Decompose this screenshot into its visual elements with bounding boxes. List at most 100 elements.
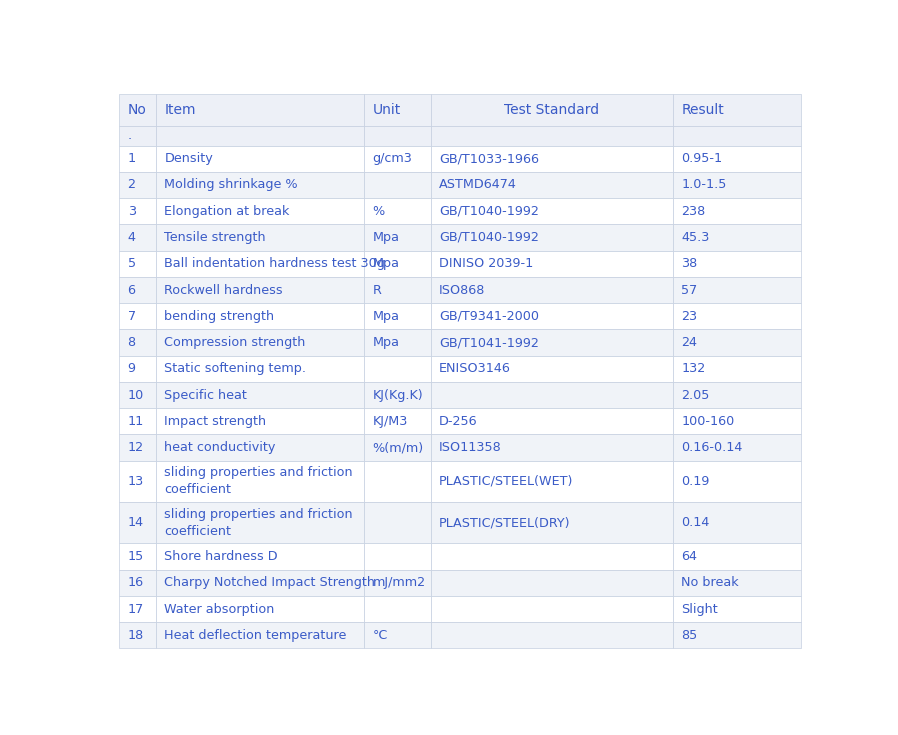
Text: KJ/M3: KJ/M3 bbox=[373, 415, 408, 428]
Bar bbox=[673, 502, 801, 543]
Text: %(m/m): %(m/m) bbox=[373, 441, 424, 454]
Bar bbox=[156, 172, 364, 198]
Text: R: R bbox=[373, 284, 382, 296]
Text: KJ(Kg.K): KJ(Kg.K) bbox=[373, 389, 423, 401]
Text: Mpa: Mpa bbox=[373, 231, 400, 244]
Bar bbox=[156, 224, 364, 251]
Bar bbox=[119, 570, 156, 596]
Text: g/cm3: g/cm3 bbox=[373, 152, 412, 165]
Bar bbox=[119, 408, 156, 434]
Bar bbox=[673, 570, 801, 596]
Bar bbox=[673, 303, 801, 329]
Bar bbox=[364, 623, 431, 648]
Bar bbox=[119, 126, 156, 146]
Bar bbox=[119, 329, 156, 356]
Bar bbox=[364, 543, 431, 570]
Bar bbox=[364, 570, 431, 596]
Text: 3: 3 bbox=[128, 205, 136, 218]
Bar bbox=[431, 382, 673, 408]
Text: 16: 16 bbox=[128, 576, 144, 589]
Bar bbox=[431, 434, 673, 461]
Text: Unit: Unit bbox=[373, 103, 401, 117]
Text: ISO11358: ISO11358 bbox=[439, 441, 502, 454]
Bar bbox=[673, 382, 801, 408]
Bar bbox=[364, 596, 431, 623]
Bar bbox=[156, 94, 364, 126]
Text: 1.0-1.5: 1.0-1.5 bbox=[682, 179, 726, 192]
Text: bending strength: bending strength bbox=[164, 309, 275, 323]
Bar bbox=[364, 329, 431, 356]
Bar bbox=[431, 126, 673, 146]
Text: No break: No break bbox=[682, 576, 739, 589]
Text: 11: 11 bbox=[128, 415, 144, 428]
Text: 14: 14 bbox=[128, 516, 144, 529]
Text: 85: 85 bbox=[682, 629, 698, 642]
Text: Slight: Slight bbox=[682, 603, 718, 616]
Bar bbox=[119, 502, 156, 543]
Text: 0.14: 0.14 bbox=[682, 516, 709, 529]
Text: ASTMD6474: ASTMD6474 bbox=[439, 179, 517, 192]
Bar bbox=[364, 502, 431, 543]
Text: Mpa: Mpa bbox=[373, 257, 400, 270]
Text: 7: 7 bbox=[128, 309, 136, 323]
Text: PLASTIC/STEEL(DRY): PLASTIC/STEEL(DRY) bbox=[439, 516, 571, 529]
Bar bbox=[364, 251, 431, 277]
Bar bbox=[431, 224, 673, 251]
Text: Static softening temp.: Static softening temp. bbox=[164, 362, 306, 376]
Text: sliding properties and friction
coefficient: sliding properties and friction coeffici… bbox=[164, 508, 353, 538]
Text: No: No bbox=[128, 103, 146, 117]
Text: GB/T1040-1992: GB/T1040-1992 bbox=[439, 231, 539, 244]
Text: 24: 24 bbox=[682, 336, 698, 349]
Text: Compression strength: Compression strength bbox=[164, 336, 305, 349]
Text: Water absorption: Water absorption bbox=[164, 603, 275, 616]
Text: 6: 6 bbox=[128, 284, 136, 296]
Text: mJ/mm2: mJ/mm2 bbox=[373, 576, 426, 589]
Text: 18: 18 bbox=[128, 629, 144, 642]
Bar bbox=[156, 434, 364, 461]
Bar bbox=[119, 303, 156, 329]
Bar bbox=[119, 172, 156, 198]
Bar bbox=[431, 356, 673, 382]
Bar bbox=[673, 172, 801, 198]
Bar bbox=[119, 277, 156, 303]
Bar bbox=[431, 251, 673, 277]
Text: GB/T1041-1992: GB/T1041-1992 bbox=[439, 336, 539, 349]
Text: 0.19: 0.19 bbox=[682, 475, 709, 488]
Text: ENISO3146: ENISO3146 bbox=[439, 362, 511, 376]
Text: 45.3: 45.3 bbox=[682, 231, 709, 244]
Text: Rockwell hardness: Rockwell hardness bbox=[164, 284, 283, 296]
Text: Result: Result bbox=[682, 103, 724, 117]
Text: 1: 1 bbox=[128, 152, 136, 165]
Text: 10: 10 bbox=[128, 389, 144, 401]
Text: %: % bbox=[373, 205, 384, 218]
Bar bbox=[431, 623, 673, 648]
Text: 38: 38 bbox=[682, 257, 698, 270]
Bar bbox=[431, 277, 673, 303]
Text: GB/T9341-2000: GB/T9341-2000 bbox=[439, 309, 540, 323]
Bar bbox=[156, 623, 364, 648]
Text: Specific heat: Specific heat bbox=[164, 389, 247, 401]
Bar bbox=[431, 543, 673, 570]
Text: 8: 8 bbox=[128, 336, 136, 349]
Bar bbox=[364, 356, 431, 382]
Bar bbox=[156, 277, 364, 303]
Bar bbox=[364, 172, 431, 198]
Bar bbox=[119, 198, 156, 224]
Bar bbox=[156, 543, 364, 570]
Text: 0.95-1: 0.95-1 bbox=[682, 152, 723, 165]
Bar bbox=[673, 94, 801, 126]
Text: GB/T1033-1966: GB/T1033-1966 bbox=[439, 152, 540, 165]
Bar bbox=[119, 382, 156, 408]
Bar bbox=[364, 224, 431, 251]
Text: 100-160: 100-160 bbox=[682, 415, 735, 428]
Bar bbox=[156, 570, 364, 596]
Text: 4: 4 bbox=[128, 231, 136, 244]
Bar bbox=[431, 502, 673, 543]
Bar bbox=[156, 461, 364, 502]
Text: Test Standard: Test Standard bbox=[505, 103, 600, 117]
Text: 13: 13 bbox=[128, 475, 144, 488]
Text: 9: 9 bbox=[128, 362, 136, 376]
Bar bbox=[673, 224, 801, 251]
Bar bbox=[119, 543, 156, 570]
Bar bbox=[156, 596, 364, 623]
